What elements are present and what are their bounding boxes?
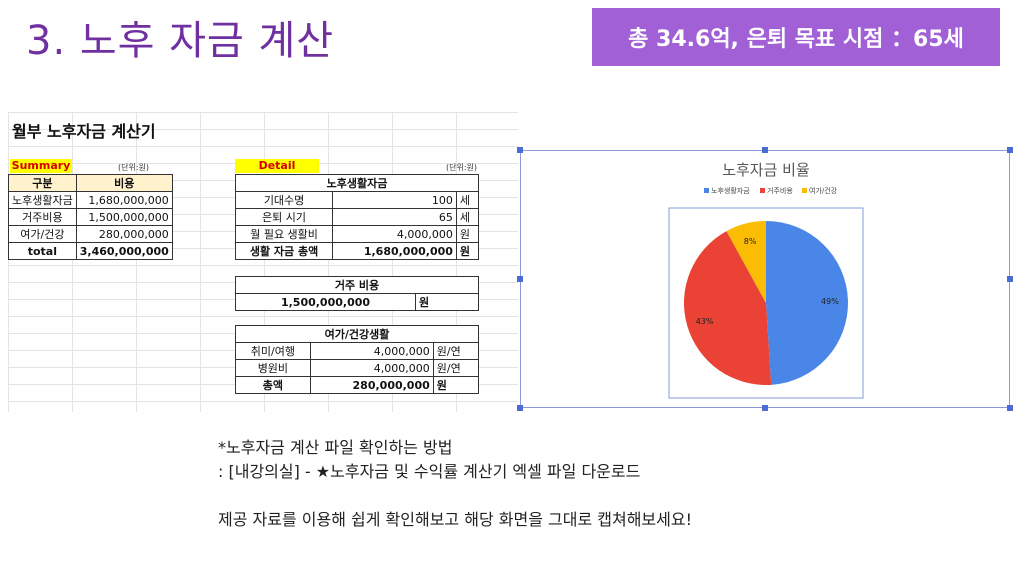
leisure-table: 여가/건강생활 취미/여행 4,000,000 원/연 병원비 4,000,00… (235, 325, 480, 394)
note-line-3: 제공 자료를 이용해 쉽게 확인해보고 해당 화면을 그대로 캡쳐해보세요! (218, 510, 692, 529)
housing-table: 거주 비용 1,500,000,000 원 (235, 276, 479, 311)
table-row: 월 필요 생활비 4,000,000 원 (234, 225, 480, 243)
leisure-row-unit: 원 (432, 376, 480, 394)
legend-swatch-3 (802, 188, 807, 193)
summary-row-value: 1,500,000,000 (75, 208, 173, 226)
living-row-value: 1,680,000,000 (332, 242, 457, 260)
table-row: 노후생활자금 1,680,000,000 (8, 191, 173, 209)
living-row-value: 100 (332, 191, 457, 209)
legend-swatch-2 (760, 188, 765, 193)
chart-frame[interactable]: 노후자금 비율 노후생활자금 거주비용 여가/건강 49% 43% 8% (517, 147, 1013, 411)
living-row-value: 4,000,000 (332, 225, 457, 243)
table-row: 병원비 4,000,000 원/연 (235, 359, 480, 377)
pie-slices: 49% 43% 8% (684, 221, 849, 385)
note-line-1: *노후자금 계산 파일 확인하는 방법 (218, 438, 453, 457)
table-row: 총액 280,000,000 원 (235, 376, 480, 394)
living-row-unit: 원 (455, 225, 480, 243)
living-row-label: 기대수명 (234, 191, 334, 209)
living-row-unit: 세 (455, 191, 480, 209)
resize-handle[interactable] (517, 276, 523, 282)
summary-tag: Summary (10, 159, 72, 173)
resize-handle[interactable] (1007, 405, 1013, 411)
table-row: 생활 자금 총액 1,680,000,000 원 (234, 242, 480, 260)
legend-label-1: 노후생활자금 (711, 186, 750, 195)
leisure-row-value: 4,000,000 (309, 359, 434, 377)
table-row: 여가/건강 280,000,000 (8, 225, 173, 243)
pie-slice-1 (766, 221, 849, 385)
resize-handle[interactable] (1007, 276, 1013, 282)
slide-title: 3. 노후 자금 계산 (26, 18, 335, 64)
summary-row-label: 노후생활자금 (8, 191, 77, 209)
summary-table: 구분 비용 노후생활자금 1,680,000,000 거주비용 1,500,00… (8, 174, 173, 260)
legend-swatch-1 (704, 188, 709, 193)
living-header: 노후생활자금 (235, 174, 479, 192)
instructions: *노후자금 계산 파일 확인하는 방법 : [내강의실] - ★노후자금 및 수… (218, 436, 692, 532)
leisure-row-unit: 원/연 (432, 359, 480, 377)
table-row: 거주비용 1,500,000,000 (8, 208, 173, 226)
plot-area[interactable] (668, 207, 864, 399)
resize-handle[interactable] (762, 147, 768, 153)
summary-total-value: 3,460,000,000 (75, 242, 173, 260)
leisure-row-label: 병원비 (235, 359, 311, 377)
table-row: 1,500,000,000 원 (235, 293, 479, 311)
summary-row-value: 1,680,000,000 (75, 191, 173, 209)
summary-unit: (단위:원) (118, 163, 150, 172)
living-row-label: 생활 자금 총액 (234, 242, 334, 260)
summary-total-row: total 3,460,000,000 (8, 242, 173, 260)
summary-total-label: total (8, 242, 77, 260)
living-row-value: 65 (332, 208, 457, 226)
detail-tag: Detail (235, 159, 319, 173)
note-line-2: : [내강의실] - ★노후자금 및 수익률 계산기 엑셀 파일 다운로드 (218, 462, 641, 481)
resize-handle[interactable] (517, 405, 523, 411)
living-table: 노후생활자금 기대수명 100 세 은퇴 시기 65 세 월 필요 생활비 4,… (234, 174, 480, 260)
legend-label-3: 여가/건강 (809, 186, 838, 195)
summary-header-category: 구분 (8, 174, 77, 192)
leisure-row-unit: 원/연 (432, 342, 480, 360)
slice-label-3: 8% (744, 237, 757, 246)
table-row: 취미/여행 4,000,000 원/연 (235, 342, 480, 360)
living-row-label: 월 필요 생활비 (234, 225, 334, 243)
chart-legend: 노후생활자금 거주비용 여가/건강 (704, 186, 838, 195)
resize-handle[interactable] (517, 147, 523, 153)
living-row-unit: 원 (455, 242, 480, 260)
table-row: 은퇴 시기 65 세 (234, 208, 480, 226)
slice-label-1: 49% (821, 297, 839, 306)
detail-unit: (단위:원) (446, 163, 478, 172)
chart-title: 노후자금 비율 (722, 161, 810, 179)
table-row: 기대수명 100 세 (234, 191, 480, 209)
leisure-row-label: 취미/여행 (235, 342, 311, 360)
leisure-row-value: 280,000,000 (309, 376, 434, 394)
pie-slice-3 (726, 221, 766, 303)
housing-value: 1,500,000,000 (235, 293, 416, 311)
summary-row-label: 여가/건강 (8, 225, 77, 243)
summary-row-value: 280,000,000 (75, 225, 173, 243)
leisure-row-label: 총액 (235, 376, 311, 394)
leisure-row-value: 4,000,000 (309, 342, 434, 360)
pie-slice-2 (684, 231, 772, 385)
resize-handle[interactable] (1007, 147, 1013, 153)
summary-header-cost: 비용 (75, 174, 173, 192)
sheet-title: 월부 노후자금 계산기 (12, 122, 156, 141)
slice-label-2: 43% (696, 317, 714, 326)
resize-handle[interactable] (762, 405, 768, 411)
summary-row-label: 거주비용 (8, 208, 77, 226)
leisure-header: 여가/건강생활 (235, 325, 479, 343)
housing-unit: 원 (415, 293, 479, 311)
legend-label-2: 거주비용 (767, 186, 793, 195)
summary-badge: 총 34.6억, 은퇴 목표 시점 ：65세 (592, 8, 1000, 66)
pie-chart: 노후자금 비율 노후생활자금 거주비용 여가/건강 49% 43% 8% (668, 161, 864, 399)
living-row-label: 은퇴 시기 (234, 208, 334, 226)
living-row-unit: 세 (455, 208, 480, 226)
housing-header: 거주 비용 (235, 276, 479, 294)
